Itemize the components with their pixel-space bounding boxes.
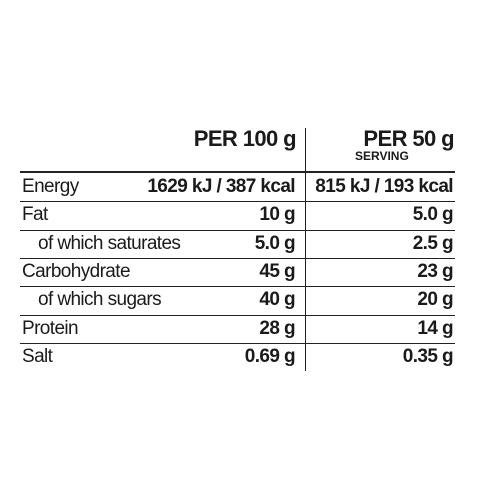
- value-per-100: 28 g: [259, 317, 295, 339]
- header-rule: [20, 171, 455, 173]
- value-per-serving: 815 kJ / 193 kcal: [315, 176, 453, 197]
- value-per-100: 5.0 g: [254, 232, 296, 254]
- row-label: of which saturates: [38, 232, 181, 254]
- row-rule: [20, 258, 455, 259]
- row-label: Salt: [22, 345, 53, 367]
- row-label: Carbohydrate: [22, 260, 131, 282]
- value-per-serving: 23 g: [417, 260, 453, 282]
- header-per-100: PER 100 g: [193, 126, 297, 151]
- value-per-serving: 2.5 g: [412, 232, 454, 254]
- row-rule: [20, 343, 455, 344]
- value-per-100: 45 g: [259, 260, 295, 282]
- header-per-serving: PER 50 g: [363, 126, 454, 151]
- row-label: Energy: [22, 176, 79, 197]
- row-rule: [20, 230, 455, 231]
- value-per-serving: 5.0 g: [412, 204, 454, 226]
- row-label: of which sugars: [38, 289, 162, 311]
- row-rule: [20, 201, 455, 202]
- value-per-100: 10 g: [259, 204, 295, 226]
- row-rule: [20, 286, 455, 287]
- row-label: Protein: [22, 317, 79, 339]
- value-per-serving: 20 g: [417, 289, 453, 311]
- row-rule: [20, 315, 455, 316]
- value-per-100: 40 g: [259, 289, 295, 311]
- column-divider: [305, 128, 306, 371]
- value-per-serving: 0.35 g: [402, 345, 454, 367]
- row-label: Fat: [22, 204, 48, 226]
- value-per-100: 1629 kJ / 387 kcal: [147, 176, 295, 197]
- value-per-100: 0.69 g: [244, 345, 296, 367]
- value-per-serving: 14 g: [417, 317, 453, 339]
- header-serving-note: SERVING: [355, 149, 409, 163]
